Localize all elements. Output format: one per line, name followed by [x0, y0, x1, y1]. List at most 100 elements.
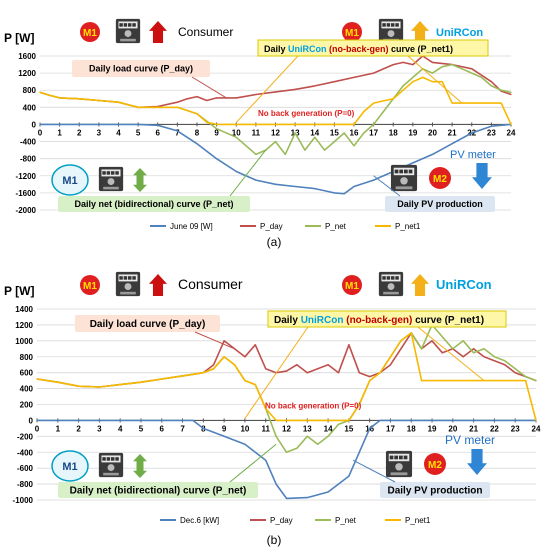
- data-point: [285, 370, 288, 372]
- m1-consumer-badge-circle: [80, 275, 100, 295]
- data-point: [57, 381, 59, 383]
- data-point: [353, 123, 355, 125]
- m2-pv-badge-circle: [429, 167, 451, 189]
- data-point: [441, 336, 443, 338]
- y-tick-label: 1600: [18, 52, 36, 61]
- m1-consumer-badge-circle: [80, 22, 100, 42]
- data-point: [500, 89, 502, 91]
- data-point: [373, 72, 375, 74]
- no-back-generation-label: No back generation (P=0): [265, 401, 362, 410]
- data-point: [490, 85, 492, 87]
- pv-meter-label: PV meter: [445, 433, 495, 447]
- m1-consumer-badge: M1: [83, 28, 97, 39]
- panel-b: 1400120010008006004002000-200-400-600-80…: [4, 271, 541, 525]
- pv-production-label: Daily PV production: [387, 486, 482, 497]
- y-tick-label: 400: [20, 385, 34, 394]
- no-back-generation-label: No back generation (P=0): [258, 109, 355, 118]
- data-point: [369, 376, 371, 378]
- data-point: [333, 141, 335, 143]
- x-tick-label: 24: [532, 424, 541, 433]
- x-tick-label: 12: [271, 128, 280, 137]
- data-point: [285, 451, 288, 453]
- data-point: [500, 102, 502, 104]
- data-point: [186, 98, 188, 100]
- net-curve-label-box: [58, 482, 258, 498]
- data-point: [462, 356, 464, 358]
- data-point: [402, 89, 404, 91]
- data-point: [223, 435, 225, 437]
- data-point: [379, 419, 381, 421]
- net-arrow-icon: [133, 168, 147, 192]
- y-tick-label: -800: [17, 480, 34, 489]
- unircon-meter-icon: [378, 271, 404, 297]
- data-point: [402, 61, 404, 64]
- data-point: [353, 76, 355, 78]
- data-point: [452, 348, 454, 350]
- unircon-curve-box: [257, 39, 489, 57]
- data-point: [196, 143, 198, 145]
- data-point: [525, 376, 527, 378]
- data-point: [314, 85, 316, 87]
- data-point: [441, 352, 443, 354]
- data-point: [348, 475, 350, 477]
- x-tick-label: 10: [232, 128, 241, 137]
- data-point: [140, 381, 142, 383]
- data-point: [337, 423, 340, 425]
- x-tick-label: 21: [448, 128, 457, 137]
- data-point: [373, 179, 375, 181]
- data-point: [337, 372, 340, 374]
- data-point: [296, 364, 298, 366]
- x-tick-label: 15: [344, 424, 353, 433]
- data-point: [431, 72, 434, 74]
- load-curve-label: Daily load curve (P_day): [90, 319, 206, 330]
- net-connector-line: [229, 443, 277, 483]
- consumer-label: Consumer: [178, 25, 233, 39]
- data-point: [294, 88, 296, 90]
- data-point: [284, 153, 286, 155]
- unircon-connector-line: [244, 326, 309, 419]
- net-curve-label-box: [58, 196, 250, 212]
- x-tick-label: 24: [507, 128, 516, 137]
- data-point: [254, 344, 256, 346]
- data-point: [245, 145, 247, 147]
- data-point: [294, 185, 296, 188]
- y-tick-label: -2000: [16, 206, 37, 215]
- pv-meter-label: PV meter: [450, 149, 496, 161]
- unircon-curve-word: UniRCon: [288, 44, 329, 54]
- data-point: [369, 427, 371, 429]
- data-point: [274, 91, 277, 93]
- data-point: [493, 360, 495, 362]
- data-point: [137, 123, 139, 125]
- data-point: [244, 356, 246, 358]
- y-tick-label: 1200: [18, 69, 36, 78]
- unircon-connector-line: [407, 55, 463, 104]
- data-point: [490, 125, 492, 127]
- unircon-arrow-icon: [411, 274, 429, 296]
- y-tick-label: -1000: [13, 496, 34, 505]
- legend: June 09 [W] P_day P_net P_net1: [150, 222, 421, 231]
- unircon-title: UniRCon: [436, 27, 483, 39]
- data-point: [389, 364, 392, 366]
- x-tick-label: 6: [156, 128, 161, 137]
- x-tick-label: 18: [407, 424, 416, 433]
- x-tick-label: 12: [282, 424, 291, 433]
- unircon-curve-word: UniRCon: [301, 315, 347, 326]
- pv-connector-line: [352, 459, 396, 483]
- data-point: [235, 136, 237, 138]
- data-point: [431, 81, 434, 83]
- data-point: [223, 356, 225, 358]
- unircon-curve-name: curve (P_net1): [391, 44, 453, 54]
- y-tick-label: 600: [20, 369, 34, 378]
- x-tick-label: 5: [139, 424, 144, 433]
- load-curve-label-box: [72, 60, 210, 77]
- data-point: [275, 419, 277, 421]
- data-point: [275, 483, 277, 485]
- x-tick-label: 20: [428, 128, 437, 137]
- data-point: [294, 132, 296, 134]
- data-point: [471, 72, 473, 74]
- x-tick-label: 17: [369, 128, 378, 137]
